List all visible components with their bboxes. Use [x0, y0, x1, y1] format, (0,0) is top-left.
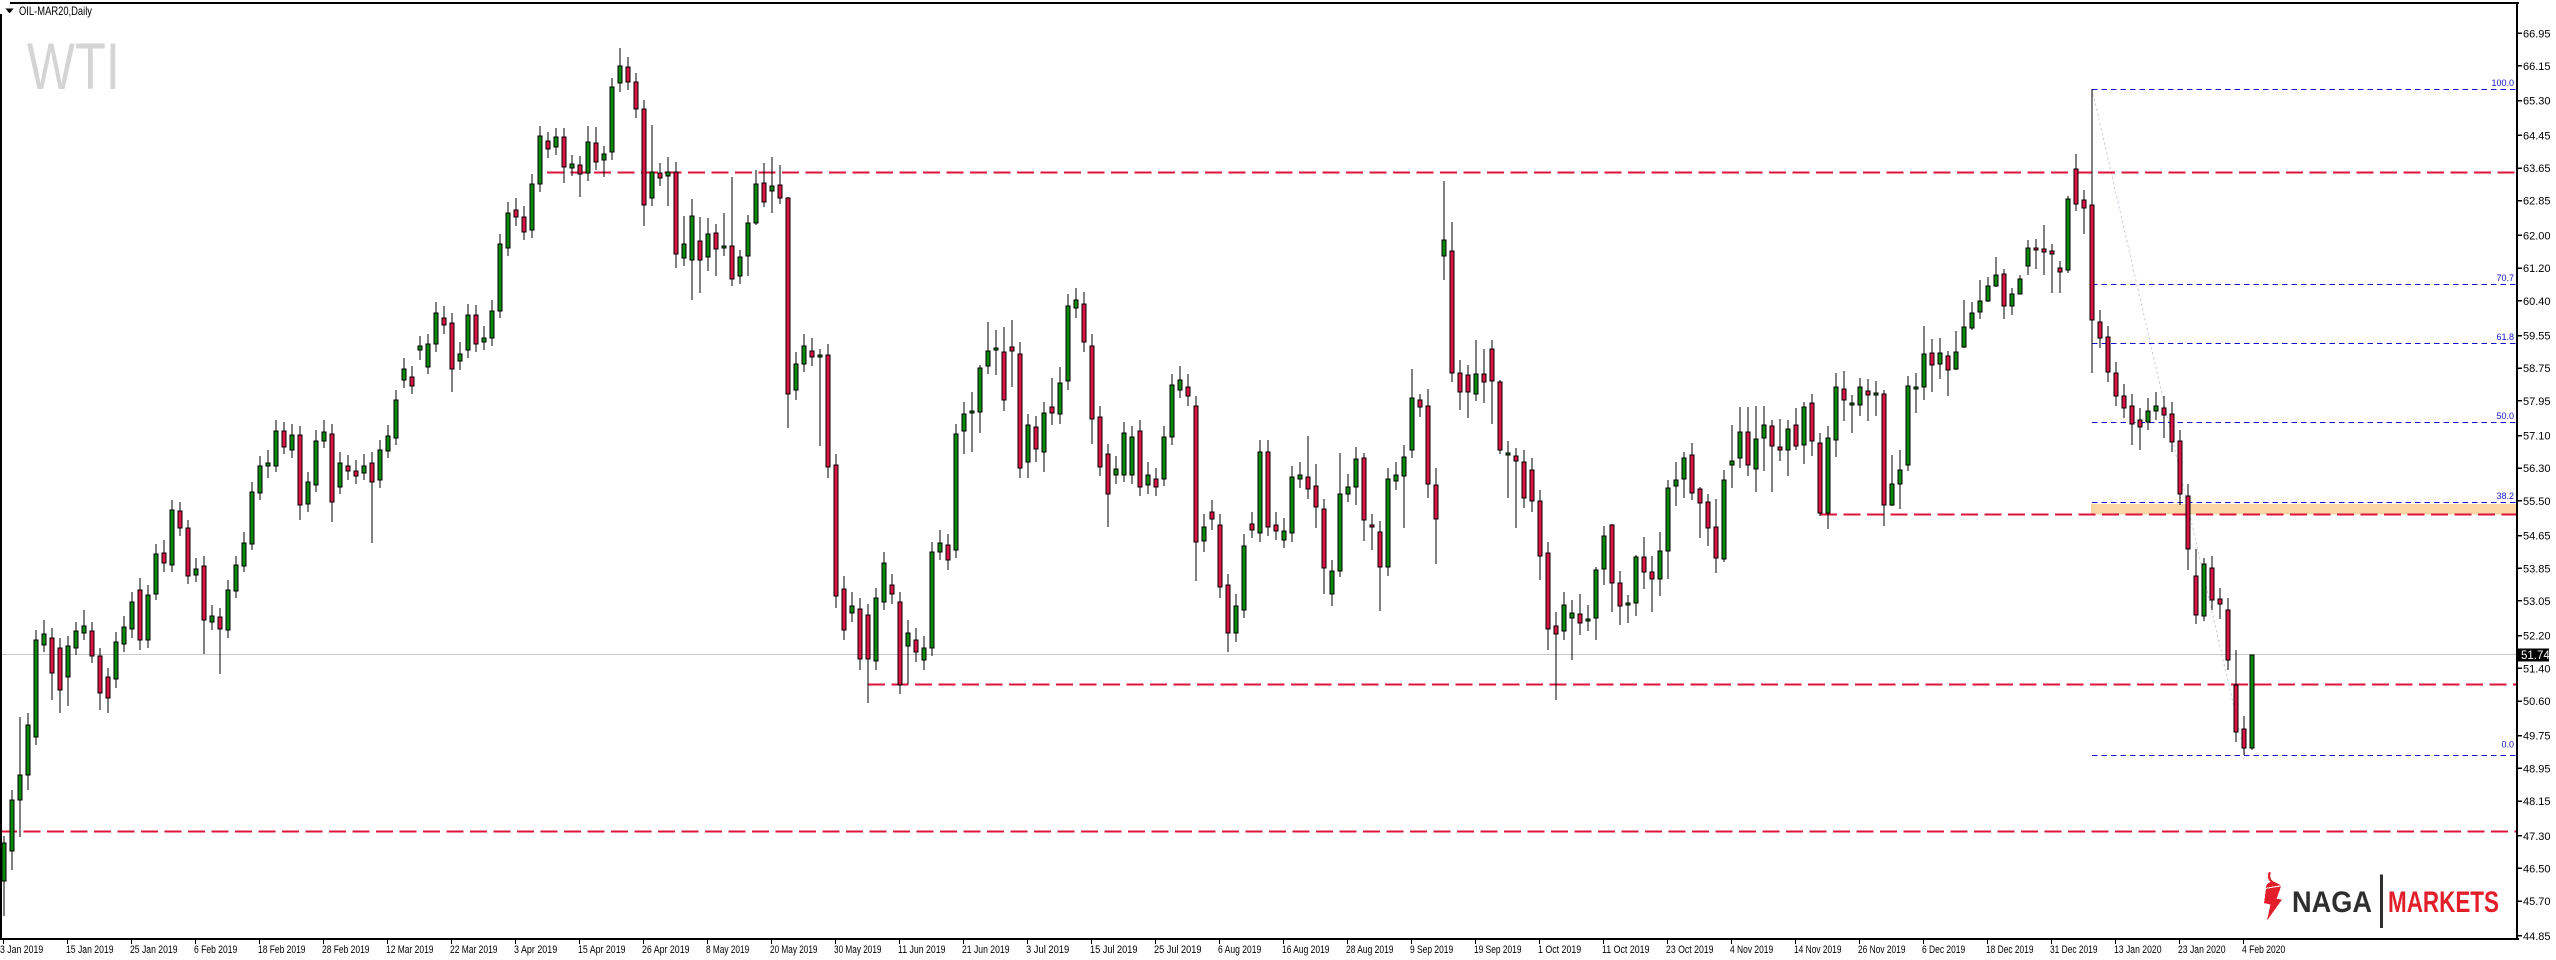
svg-text:49.75: 49.75	[2523, 731, 2551, 743]
svg-text:8 May 2019: 8 May 2019	[706, 944, 749, 956]
svg-text:23 Jan 2020: 23 Jan 2020	[2178, 944, 2226, 956]
svg-text:57.10: 57.10	[2523, 431, 2551, 443]
svg-text:11 Jun 2019: 11 Jun 2019	[898, 944, 946, 956]
svg-text:NAGA: NAGA	[2292, 886, 2372, 919]
svg-text:3 Jan 2019: 3 Jan 2019	[0, 944, 43, 956]
svg-text:3 Jul 2019: 3 Jul 2019	[1026, 944, 1069, 956]
svg-text:28 Aug 2019: 28 Aug 2019	[1346, 944, 1394, 956]
svg-text:45.70: 45.70	[2523, 896, 2551, 908]
svg-text:100.0: 100.0	[2491, 78, 2514, 88]
svg-text:53.05: 53.05	[2523, 596, 2551, 608]
svg-text:46.50: 46.50	[2523, 863, 2551, 875]
svg-text:18 Feb 2019: 18 Feb 2019	[258, 944, 306, 956]
svg-text:23 Oct 2019: 23 Oct 2019	[1666, 944, 1714, 956]
svg-text:58.75: 58.75	[2523, 363, 2551, 375]
svg-text:20 May 2019: 20 May 2019	[770, 944, 818, 956]
svg-text:62.00: 62.00	[2523, 230, 2551, 242]
svg-text:31 Dec 2019: 31 Dec 2019	[2050, 944, 2098, 956]
svg-text:38.2: 38.2	[2496, 491, 2514, 501]
svg-text:50.0: 50.0	[2496, 411, 2514, 421]
svg-text:19 Sep 2019: 19 Sep 2019	[1474, 944, 1522, 956]
svg-text:47.30: 47.30	[2523, 831, 2551, 843]
svg-text:66.95: 66.95	[2523, 28, 2551, 40]
svg-text:48.95: 48.95	[2523, 763, 2551, 775]
svg-text:65.30: 65.30	[2523, 96, 2551, 108]
svg-text:25 Jan 2019: 25 Jan 2019	[130, 944, 178, 956]
svg-text:12 Mar 2019: 12 Mar 2019	[386, 944, 434, 956]
svg-text:59.55: 59.55	[2523, 331, 2551, 343]
svg-text:1 Oct 2019: 1 Oct 2019	[1538, 944, 1581, 956]
svg-text:51.74: 51.74	[2521, 650, 2550, 662]
svg-text:63.65: 63.65	[2523, 163, 2551, 175]
svg-text:50.60: 50.60	[2523, 696, 2551, 708]
svg-text:57.95: 57.95	[2523, 396, 2551, 408]
svg-text:15 Apr 2019: 15 Apr 2019	[578, 944, 626, 956]
svg-text:53.85: 53.85	[2523, 563, 2551, 575]
svg-text:11 Oct 2019: 11 Oct 2019	[1602, 944, 1650, 956]
svg-text:MARKETS: MARKETS	[2388, 886, 2499, 919]
svg-text:4 Feb 2020: 4 Feb 2020	[2242, 944, 2285, 956]
svg-text:61.8: 61.8	[2496, 332, 2514, 342]
svg-text:6 Dec 2019: 6 Dec 2019	[1922, 944, 1965, 956]
svg-text:70.7: 70.7	[2496, 273, 2514, 283]
svg-text:6 Aug 2019: 6 Aug 2019	[1218, 944, 1261, 956]
svg-text:56.30: 56.30	[2523, 463, 2551, 475]
svg-text:44.85: 44.85	[2523, 931, 2551, 943]
svg-text:54.65: 54.65	[2523, 531, 2551, 543]
svg-text:OIL-MAR20,Daily: OIL-MAR20,Daily	[19, 4, 92, 18]
svg-text:48.15: 48.15	[2523, 796, 2551, 808]
svg-text:15 Jan 2019: 15 Jan 2019	[66, 944, 114, 956]
svg-text:6 Feb 2019: 6 Feb 2019	[194, 944, 237, 956]
svg-text:61.20: 61.20	[2523, 263, 2551, 275]
svg-text:WTI: WTI	[27, 29, 120, 103]
svg-text:16 Aug 2019: 16 Aug 2019	[1282, 944, 1330, 956]
svg-text:52.20: 52.20	[2523, 631, 2551, 643]
svg-text:21 Jun 2019: 21 Jun 2019	[962, 944, 1010, 956]
svg-text:14 Nov 2019: 14 Nov 2019	[1794, 944, 1842, 956]
svg-text:0.0: 0.0	[2501, 740, 2514, 750]
svg-text:55.50: 55.50	[2523, 496, 2551, 508]
svg-text:22 Mar 2019: 22 Mar 2019	[450, 944, 498, 956]
svg-text:26 Apr 2019: 26 Apr 2019	[642, 944, 690, 956]
svg-text:51.40: 51.40	[2523, 663, 2551, 675]
svg-text:28 Feb 2019: 28 Feb 2019	[322, 944, 370, 956]
svg-text:13 Jan 2020: 13 Jan 2020	[2114, 944, 2162, 956]
svg-text:64.45: 64.45	[2523, 130, 2551, 142]
svg-text:26 Nov 2019: 26 Nov 2019	[1858, 944, 1906, 956]
svg-text:4 Nov 2019: 4 Nov 2019	[1730, 944, 1773, 956]
svg-text:30 May 2019: 30 May 2019	[834, 944, 882, 956]
svg-text:60.40: 60.40	[2523, 296, 2551, 308]
svg-text:18 Dec 2019: 18 Dec 2019	[1986, 944, 2034, 956]
svg-text:9 Sep 2019: 9 Sep 2019	[1410, 944, 1453, 956]
svg-text:15 Jul 2019: 15 Jul 2019	[1090, 944, 1138, 956]
svg-text:62.85: 62.85	[2523, 196, 2551, 208]
svg-text:25 Jul 2019: 25 Jul 2019	[1154, 944, 1202, 956]
svg-text:3 Apr 2019: 3 Apr 2019	[514, 944, 557, 956]
svg-text:66.15: 66.15	[2523, 61, 2551, 73]
